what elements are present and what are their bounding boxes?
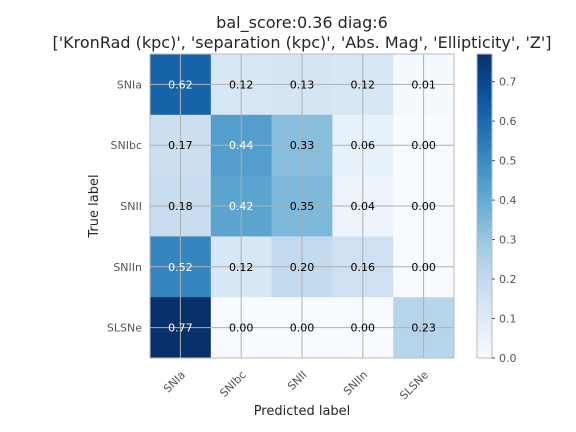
colorbar: [476, 53, 493, 359]
heatmap-cell-labels: 0.62 0.12 0.13 0.12 0.01 0.17 0.44 0.33 0.06 0.00…: [168, 78, 436, 334]
chart-title-line-2: ['KronRad (kpc)', 'separation (kpc)', 'A…: [53, 33, 552, 52]
x-tick-label: SNII: [285, 368, 310, 393]
y-tick-label: SNIIn: [113, 261, 142, 274]
cell-value-label: 0.20: [290, 261, 315, 274]
colorbar-tick-label: 0.0: [499, 352, 517, 365]
cell-value-label: 0.06: [351, 139, 376, 152]
x-axis-label: Predicted label: [254, 404, 351, 419]
cell-value-label: 0.77: [168, 322, 193, 335]
y-tick-label: SLSNe: [107, 322, 142, 335]
y-tick-label: SNII: [120, 200, 142, 213]
x-tick-label: SLSNe: [397, 368, 431, 402]
colorbar-tick-label: 0.1: [499, 313, 517, 326]
cell-value-label: 0.52: [168, 261, 193, 274]
cell-value-label: 0.35: [290, 200, 315, 213]
cell-value-label: 0.00: [290, 322, 315, 335]
colorbar-tick-label: 0.5: [499, 155, 517, 168]
x-tick-labels: SNIa SNIbc SNII SNIIn SLSNe: [161, 368, 431, 402]
cell-value-label: 0.00: [351, 322, 376, 335]
cell-value-label: 0.12: [351, 78, 376, 91]
colorbar-tick-label: 0.3: [499, 234, 517, 247]
y-tick-label: SNIbc: [111, 139, 143, 152]
colorbar-tick-labels: 0.0 0.1 0.2 0.3 0.4 0.5 0.6 0.7: [492, 76, 517, 365]
x-tick-label: SNIa: [161, 368, 188, 395]
cell-value-label: 0.00: [411, 261, 436, 274]
cell-value-label: 0.16: [351, 261, 376, 274]
y-axis-label: True label: [87, 174, 102, 238]
cell-value-label: 0.62: [168, 78, 193, 91]
cell-value-label: 0.23: [411, 322, 436, 335]
cell-value-label: 0.04: [351, 200, 376, 213]
cell-value-label: 0.17: [168, 139, 193, 152]
cell-value-label: 0.13: [290, 78, 315, 91]
cell-value-label: 0.00: [411, 200, 436, 213]
chart-title-line-1: bal_score:0.36 diag:6: [216, 13, 388, 33]
heatmap-grid: [150, 54, 454, 358]
cell-value-label: 0.00: [229, 322, 254, 335]
x-tick-label: SNIbc: [217, 368, 248, 399]
cell-value-label: 0.18: [168, 200, 193, 213]
colorbar-tick-label: 0.7: [499, 76, 517, 89]
cell-value-label: 0.01: [411, 78, 436, 91]
plot-frame: [149, 53, 455, 359]
cell-value-label: 0.33: [290, 139, 315, 152]
x-tick-label: SNIIn: [341, 368, 370, 397]
y-tick-label: SNIa: [117, 78, 142, 91]
cell-value-label: 0.12: [229, 78, 254, 91]
cell-value-label: 0.00: [411, 139, 436, 152]
colorbar-tick-label: 0.6: [499, 115, 517, 128]
cell-value-label: 0.42: [229, 200, 254, 213]
colorbar-gradient: [476, 53, 493, 359]
cell-value-label: 0.12: [229, 261, 254, 274]
y-tick-labels: SNIa SNIbc SNII SNIIn SLSNe: [107, 78, 142, 334]
colorbar-tick-label: 0.2: [499, 273, 517, 286]
colorbar-tick-label: 0.4: [499, 194, 517, 207]
cell-value-label: 0.44: [229, 139, 254, 152]
